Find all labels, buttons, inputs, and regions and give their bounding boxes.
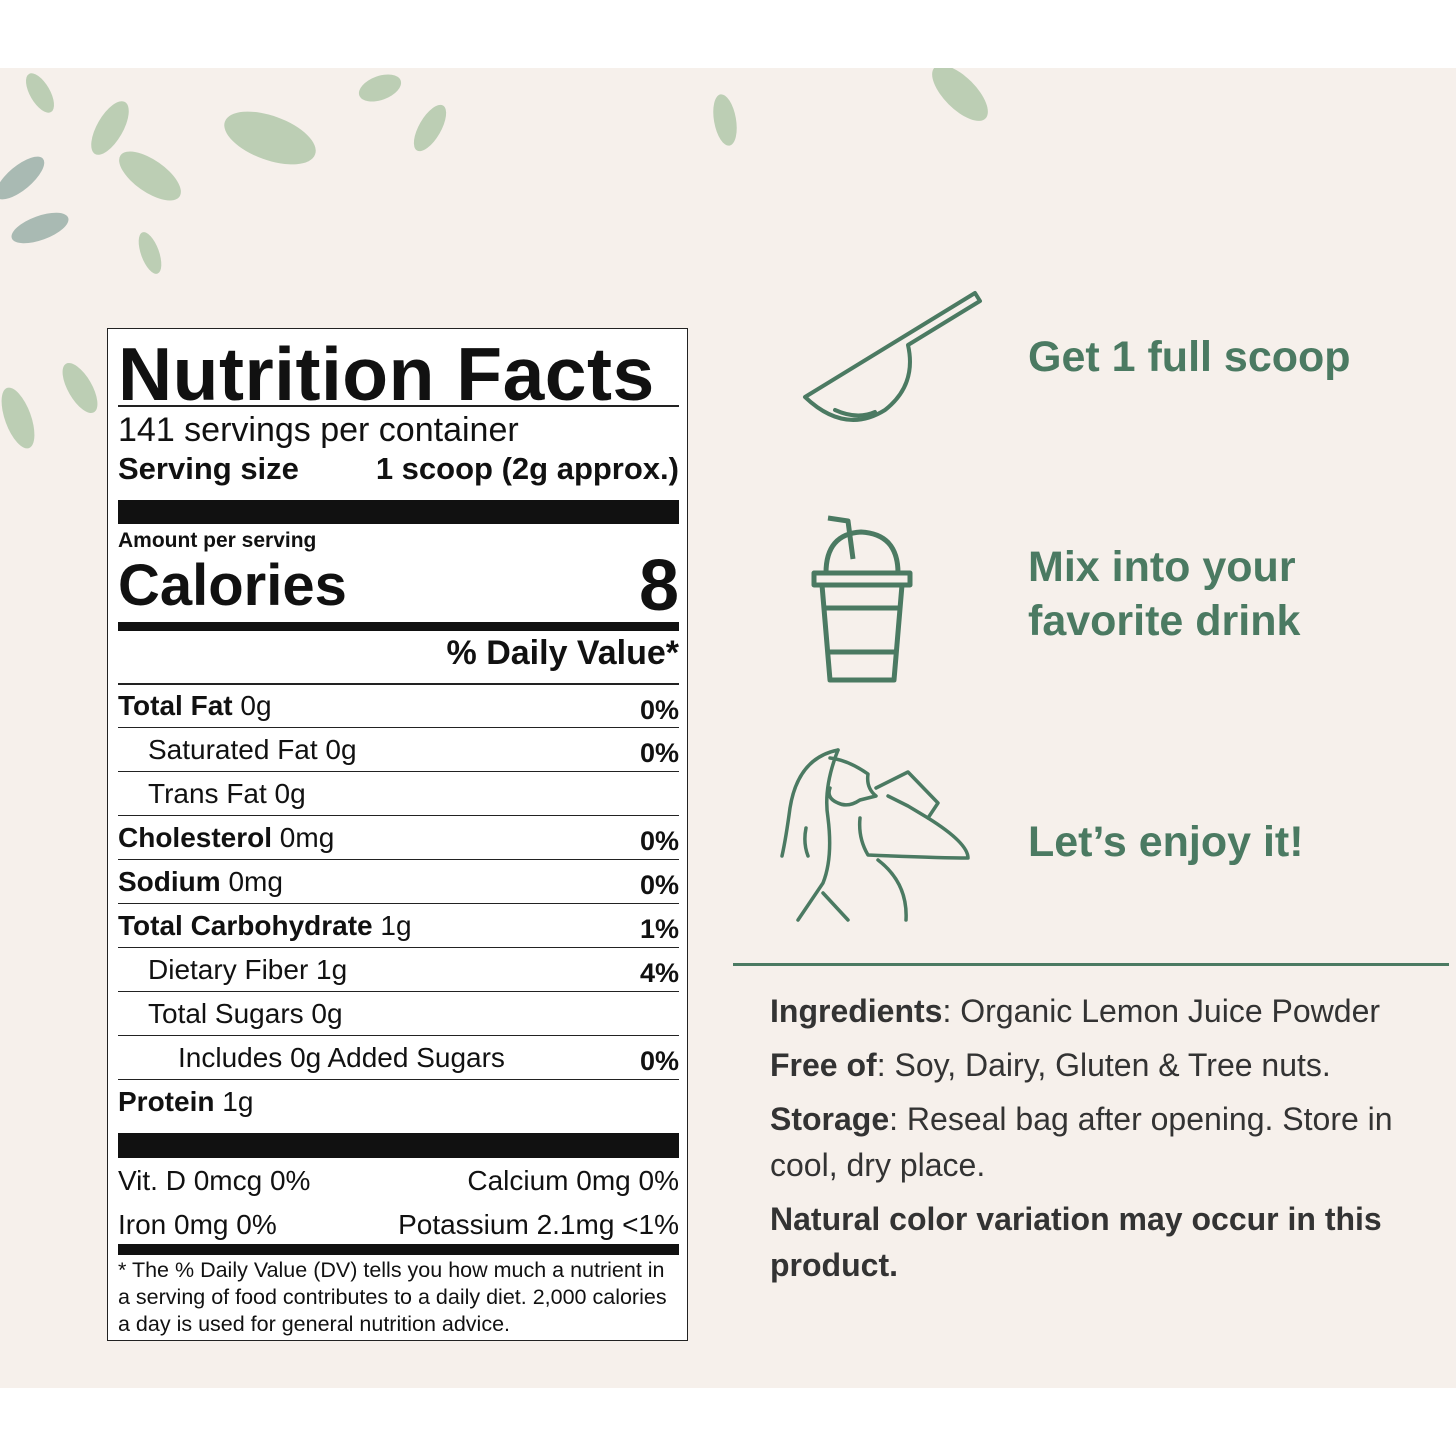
thick-divider [118, 500, 679, 524]
nutrient-amount: 0g [317, 733, 357, 765]
free-of-text: : Soy, Dairy, Gluten & Tree nuts. [876, 1047, 1331, 1083]
woman-drinking-icon [780, 748, 970, 922]
nutrient-amount: 0mg [220, 865, 283, 897]
nutrient-amount: 0g [266, 777, 306, 809]
daily-value-percent: 0% [639, 870, 679, 900]
nutrient-row: Protein 1g [118, 1079, 679, 1123]
step-3-text: Let’s enjoy it! [1028, 818, 1304, 866]
medium-divider [118, 1244, 679, 1255]
iron: Iron 0mg 0% [118, 1209, 277, 1240]
daily-value-percent: 4% [639, 958, 679, 988]
nutrition-facts-label: Nutrition Facts 141 servings per contain… [107, 328, 688, 1341]
color-variation-note: Natural color variation may occur in thi… [770, 1201, 1382, 1283]
nutrient-name: Total Sugars 0g [118, 998, 343, 1030]
daily-value-percent: 1% [639, 914, 679, 944]
nutrient-label: Trans Fat [148, 777, 267, 809]
calories-value: 8 [638, 546, 679, 626]
storage-label: Storage [770, 1101, 890, 1137]
drink-cup-icon [811, 515, 913, 683]
nutrient-row: Total Sugars 0g [118, 991, 679, 1035]
nutrient-label: Sodium [118, 865, 221, 897]
serving-size-label: Serving size [118, 451, 299, 486]
calcium: Calcium 0mg 0% [467, 1165, 679, 1196]
nutrient-name: Sodium 0mg [118, 866, 283, 898]
footnote: * The % Daily Value (DV) tells you how m… [118, 1258, 667, 1336]
nutrient-label: Dietary Fiber [148, 953, 309, 985]
nutrient-label: Protein [118, 1085, 215, 1117]
nutrient-amount: 0mg [272, 821, 335, 853]
daily-value-percent: 0% [639, 738, 679, 768]
nutrient-name: Dietary Fiber 1g [118, 954, 347, 986]
product-info: Ingredients: Organic Lemon Juice Powder … [770, 988, 1430, 1296]
leaves-decoration [0, 68, 988, 449]
nutrient-label: Total Carbohydrate [118, 909, 373, 941]
step-2-text: Mix into your favorite drink [1028, 543, 1301, 645]
nutrient-name: Cholesterol 0mg [118, 822, 334, 854]
nutrient-rows: Total Fat 0g 0% Saturated Fat 0g 0% Trans Fa… [118, 683, 679, 1123]
step-1-text: Get 1 full scoop [1028, 333, 1351, 381]
daily-value-percent: 0% [639, 1046, 679, 1076]
nutrient-row: Saturated Fat 0g 0% [118, 727, 679, 771]
nutrient-name: Total Fat 0g [118, 690, 272, 722]
nutrient-row: Total Carbohydrate 1g 1% [118, 903, 679, 947]
storage-text: : Reseal bag after opening. Store in coo… [770, 1101, 1393, 1183]
nutrient-name: Saturated Fat 0g [118, 734, 357, 766]
amount-per-serving: Amount per serving [118, 529, 317, 552]
nutrient-name: Total Carbohydrate 1g [118, 910, 412, 942]
daily-value-header: % Daily Value* [446, 634, 679, 672]
nutrient-row: Sodium 0mg 0% [118, 859, 679, 903]
medium-divider [118, 622, 679, 631]
ingredients-label: Ingredients [770, 993, 943, 1029]
nutrient-amount: 1g [372, 909, 412, 941]
nutrient-label: Total Fat [118, 690, 233, 721]
nutrient-row: Cholesterol 0mg 0% [118, 815, 679, 859]
nutrient-name: Includes 0g Added Sugars [118, 1042, 505, 1074]
divider [118, 405, 679, 407]
nutrient-row: Total Fat 0g 0% [118, 683, 679, 727]
nutrient-label: Cholesterol [118, 821, 273, 853]
scoop-icon [803, 291, 982, 422]
nutrient-label: Includes 0g Added Sugars [178, 1041, 505, 1073]
servings-per-container: 141 servings per container [118, 411, 519, 449]
daily-value-percent: 0% [639, 694, 679, 725]
vitamin-d: Vit. D 0mcg 0% [118, 1165, 311, 1196]
nutrient-label: Saturated Fat [148, 733, 318, 765]
serving-size-value: 1 scoop (2g approx.) [375, 451, 679, 486]
nutrient-amount: 1g [214, 1085, 254, 1117]
daily-value-percent: 0% [639, 826, 679, 856]
potassium: Potassium 2.1mg <1% [398, 1209, 679, 1240]
nutrient-row: Dietary Fiber 1g 4% [118, 947, 679, 991]
calories-label: Calories [118, 553, 347, 618]
nutrient-label: Total Sugars [148, 997, 304, 1029]
section-divider [733, 963, 1449, 966]
nutrient-name: Trans Fat 0g [118, 778, 306, 810]
nutrient-amount: 0g [303, 997, 343, 1029]
nutrient-amount: 1g [308, 953, 348, 985]
thick-divider [118, 1133, 679, 1158]
nutrient-amount: 0g [232, 690, 272, 721]
label-title: Nutrition Facts [118, 332, 655, 416]
ingredients-text: : Organic Lemon Juice Powder [942, 993, 1381, 1029]
nutrient-name: Protein 1g [118, 1086, 253, 1118]
free-of-label: Free of [770, 1047, 877, 1083]
nutrient-row: Includes 0g Added Sugars 0% [118, 1035, 679, 1079]
nutrient-row: Trans Fat 0g [118, 771, 679, 815]
